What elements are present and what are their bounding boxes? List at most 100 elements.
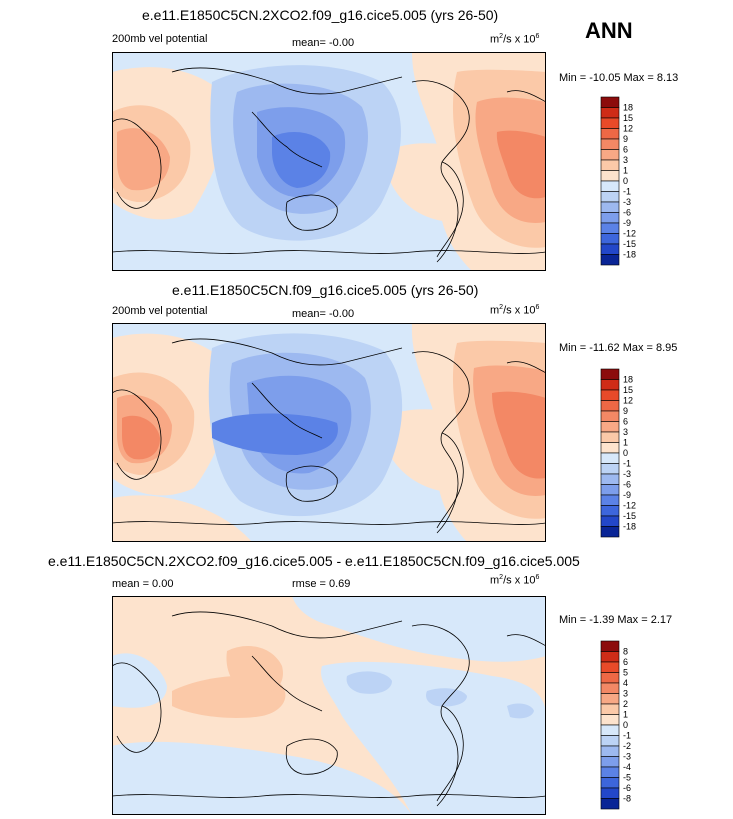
colorbar-level-label: 0 (623, 720, 628, 730)
colorbar-swatch (600, 222, 620, 234)
colorbar-swatch (600, 389, 620, 401)
colorbar-swatch (600, 473, 620, 485)
colorbar-swatch (600, 368, 620, 380)
colorbar-level-label: -6 (623, 783, 631, 793)
panel1-minmax-label: Min = -10.05 Max = 8.13 (559, 72, 679, 84)
colorbar-swatch (600, 452, 620, 464)
colorbar-level-label: 5 (623, 668, 628, 678)
colorbar-swatch (600, 442, 620, 454)
colorbar-swatch (600, 693, 620, 705)
colorbar-swatch (600, 484, 620, 496)
colorbar-level-label: -8 (623, 794, 631, 804)
colorbar-level-label: -1 (623, 459, 631, 469)
colorbar-level-label: -9 (623, 490, 631, 500)
colorbar-swatch (600, 505, 620, 517)
colorbar-level-label: 2 (623, 699, 628, 709)
colorbar-level-label: 12 (623, 396, 633, 406)
colorbar-level-label: 6 (623, 145, 628, 155)
colorbar-swatch (600, 96, 620, 108)
colorbar-swatch (600, 379, 620, 391)
colorbar-level-label: -18 (623, 250, 636, 260)
colorbar-swatch (600, 651, 620, 663)
panel3-title: e.e11.E1850C5CN.2XCO2.f09_g16.cice5.005 … (48, 553, 580, 569)
panel2-minmax-label: Min = -11.62 Max = 8.95 (559, 342, 678, 354)
colorbar-level-label: -6 (623, 208, 631, 218)
colorbar-level-label: -5 (623, 773, 631, 783)
panel1-variable-label: 200mb vel potential (112, 33, 208, 45)
colorbar-swatch (600, 735, 620, 747)
panel2-mean-label: mean= -0.00 (292, 308, 355, 320)
panel3-minmax-label: Min = -1.39 Max = 2.17 (559, 614, 673, 626)
colorbar-level-label: -6 (623, 480, 631, 490)
colorbar-swatch (600, 191, 620, 203)
colorbar-level-label: -3 (623, 752, 631, 762)
colorbar-level-label: -15 (623, 239, 636, 249)
colorbar-level-label: 18 (623, 375, 633, 385)
colorbar-level-label: 1 (623, 166, 628, 176)
colorbar-swatch (600, 724, 620, 736)
colorbar-level-label: 0 (623, 448, 628, 458)
colorbar-swatch (600, 254, 620, 266)
colorbar-swatch (600, 682, 620, 694)
colorbar-swatch (600, 421, 620, 433)
colorbar-level-label: 6 (623, 657, 628, 667)
colorbar-swatch (600, 756, 620, 768)
colorbar-swatch (600, 766, 620, 778)
colorbar-level-label: 18 (623, 103, 633, 113)
colorbar-swatch (600, 787, 620, 799)
panel1-title: e.e11.E1850C5CN.2XCO2.f09_g16.cice5.005 … (142, 7, 499, 23)
colorbar-level-label: -1 (623, 187, 631, 197)
colorbar-level-label: -1 (623, 731, 631, 741)
colorbar-swatch (600, 745, 620, 757)
colorbar-swatch (600, 431, 620, 443)
colorbar-swatch (600, 714, 620, 726)
colorbar-swatch (600, 526, 620, 538)
colorbar-level-label: -18 (623, 522, 636, 532)
panel3-rmse-label: rmse = 0.69 (292, 578, 351, 590)
panel1-map (112, 52, 546, 271)
colorbar-level-label: 0 (623, 176, 628, 186)
colorbar-level-label: 9 (623, 406, 628, 416)
colorbar-level-label: 1 (623, 438, 628, 448)
colorbar-level-label: 3 (623, 155, 628, 165)
panel1-mean-label: mean= -0.00 (292, 37, 355, 49)
colorbar-swatch (600, 159, 620, 171)
panel3-units-label: m2/s x 106 (490, 574, 540, 587)
colorbar-swatch (600, 640, 620, 652)
colorbar-swatch (600, 494, 620, 506)
colorbar-swatch (600, 201, 620, 213)
colorbar-swatch (600, 672, 620, 684)
colorbar-swatch (600, 243, 620, 255)
panel2-units-label: m2/s x 106 (490, 304, 540, 317)
colorbar-swatch (600, 661, 620, 673)
colorbar-swatch (600, 233, 620, 245)
colorbar-swatch (600, 463, 620, 475)
colorbar-swatch (600, 703, 620, 715)
colorbar-level-label: -12 (623, 501, 636, 511)
colorbar-level-label: 1 (623, 710, 628, 720)
season-label: ANN (585, 18, 633, 43)
colorbar-level-label: -2 (623, 741, 631, 751)
colorbar-swatch (600, 212, 620, 224)
panel2-map (112, 323, 546, 542)
panel1-coastlines (112, 67, 546, 263)
panel2-title: e.e11.E1850C5CN.f09_g16.cice5.005 (yrs 2… (172, 282, 479, 298)
colorbar-swatch (600, 138, 620, 150)
colorbar-level-label: -4 (623, 762, 631, 772)
colorbar-swatch (600, 515, 620, 527)
colorbar-swatch (600, 180, 620, 192)
colorbar-level-label: -9 (623, 218, 631, 228)
colorbar-level-label: 3 (623, 427, 628, 437)
colorbar-swatch (600, 170, 620, 182)
colorbar-level-label: 12 (623, 124, 633, 134)
colorbar-level-label: -3 (623, 469, 631, 479)
panel3-map (112, 596, 546, 815)
colorbar-level-label: 3 (623, 689, 628, 699)
colorbar-swatch (600, 410, 620, 422)
colorbar-level-label: 6 (623, 417, 628, 427)
colorbar-level-label: 9 (623, 134, 628, 144)
colorbar-swatch (600, 777, 620, 789)
